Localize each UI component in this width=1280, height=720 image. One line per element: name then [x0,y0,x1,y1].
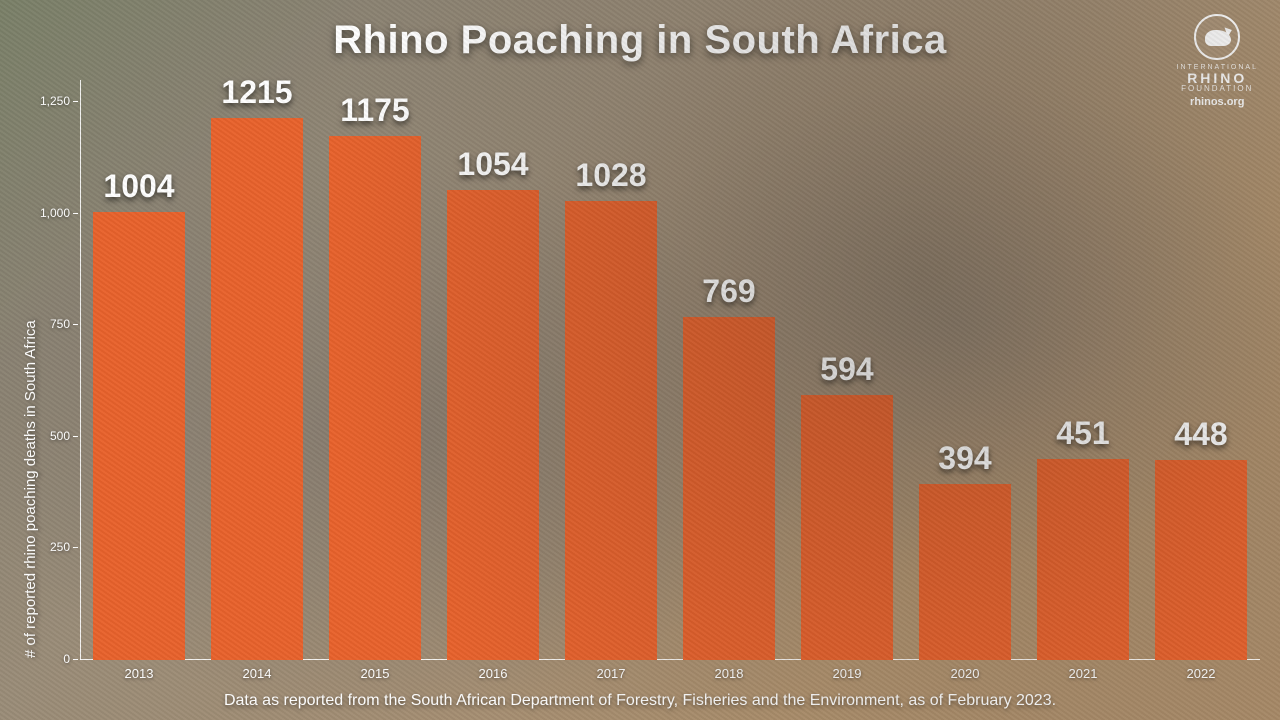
chart-caption: Data as reported from the South African … [0,692,1280,710]
bar-value-label: 1175 [316,92,434,129]
bar [801,395,893,660]
x-tick: 2021 [1024,666,1142,681]
bar [1155,460,1247,660]
bar-value-label: 1054 [434,146,552,183]
bar-value-label: 394 [906,440,1024,477]
bar [211,118,303,660]
y-tick: 0 [20,652,70,666]
x-tick: 2018 [670,666,788,681]
bar-value-label: 451 [1024,415,1142,452]
bar-value-label: 594 [788,351,906,388]
logo-line1: INTERNATIONAL [1177,64,1259,71]
bar-value-label: 1215 [198,74,316,111]
chart-stage: Rhino Poaching in South Africa INTERNATI… [0,0,1280,720]
x-tick: 2013 [80,666,198,681]
rhino-icon [1194,14,1240,60]
bar [93,212,185,660]
x-tick: 2015 [316,666,434,681]
bar [447,190,539,660]
x-tick: 2022 [1142,666,1260,681]
bar-value-label: 769 [670,273,788,310]
x-tick: 2016 [434,666,552,681]
x-tick: 2014 [198,666,316,681]
bar [919,484,1011,660]
chart-title: Rhino Poaching in South Africa [0,18,1280,63]
bar-value-label: 1004 [80,168,198,205]
plot-area [80,80,1260,660]
bar [329,136,421,660]
bar [1037,459,1129,660]
bar-value-label: 448 [1142,416,1260,453]
y-axis-line [80,80,81,660]
x-tick: 2017 [552,666,670,681]
bar [565,201,657,660]
y-tick: 1,250 [20,94,70,108]
bar-value-label: 1028 [552,157,670,194]
y-tick: 250 [20,540,70,554]
y-tick: 750 [20,317,70,331]
x-tick: 2020 [906,666,1024,681]
x-tick: 2019 [788,666,906,681]
y-axis-title: # of reported rhino poaching deaths in S… [22,320,39,658]
y-tick: 500 [20,429,70,443]
bar [683,317,775,660]
y-tick: 1,000 [20,206,70,220]
